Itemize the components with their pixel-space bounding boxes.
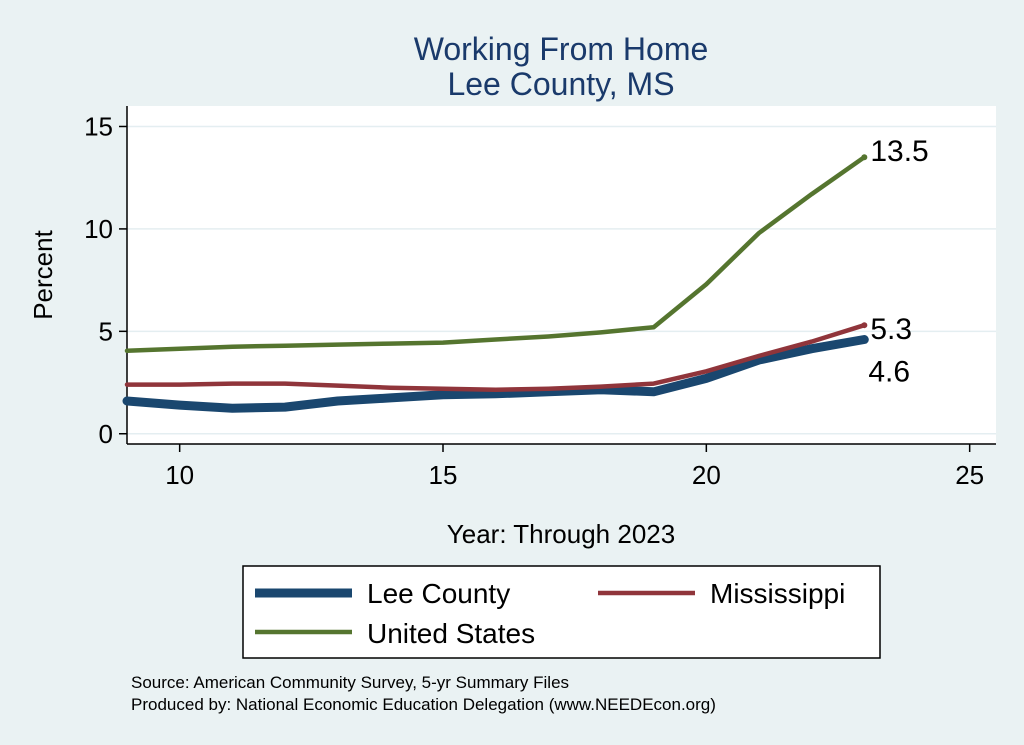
y-tick-label: 10 <box>84 214 113 244</box>
chart-title-line-1: Working From Home <box>414 31 709 67</box>
end-label-mississippi: 5.3 <box>870 313 912 346</box>
series-line-lee-county <box>122 335 869 413</box>
series-line-united-states <box>124 154 867 354</box>
series-line-mississippi <box>124 322 867 392</box>
legend: Lee County Mississippi United States <box>242 565 881 659</box>
x-tick-label: 20 <box>692 460 721 490</box>
source-note: Source: American Community Survey, 5-yr … <box>131 673 569 692</box>
end-label-lee-county: 4.6 <box>868 356 910 389</box>
end-label-united-states: 13.5 <box>870 135 928 168</box>
producer-note: Produced by: National Economic Education… <box>131 695 716 714</box>
series-end-marker <box>861 322 868 329</box>
x-axis-label: Year: Through 2023 <box>447 519 675 549</box>
y-tick-label: 15 <box>84 111 113 141</box>
legend-box <box>242 565 881 659</box>
axes: 0 5 10 15 10 15 20 25 <box>84 106 996 490</box>
y-axis-label: Percent <box>28 229 58 319</box>
x-tick-label: 15 <box>429 460 458 490</box>
y-tick-label: 5 <box>99 316 113 346</box>
series-end-marker <box>861 336 868 343</box>
series-end-marker <box>861 154 868 161</box>
x-tick-label: 25 <box>955 460 984 490</box>
legend-label-lee-county: Lee County <box>367 578 510 609</box>
chart-title-line-2: Lee County, MS <box>447 66 674 102</box>
legend-label-united-states: United States <box>367 618 535 649</box>
series-lines <box>122 154 869 413</box>
x-tick-label: 10 <box>165 460 194 490</box>
grid-lines <box>127 125 996 435</box>
y-tick-label: 0 <box>99 419 113 449</box>
legend-label-mississippi: Mississippi <box>710 578 845 609</box>
end-labels: 4.6 5.3 13.5 <box>868 135 928 388</box>
